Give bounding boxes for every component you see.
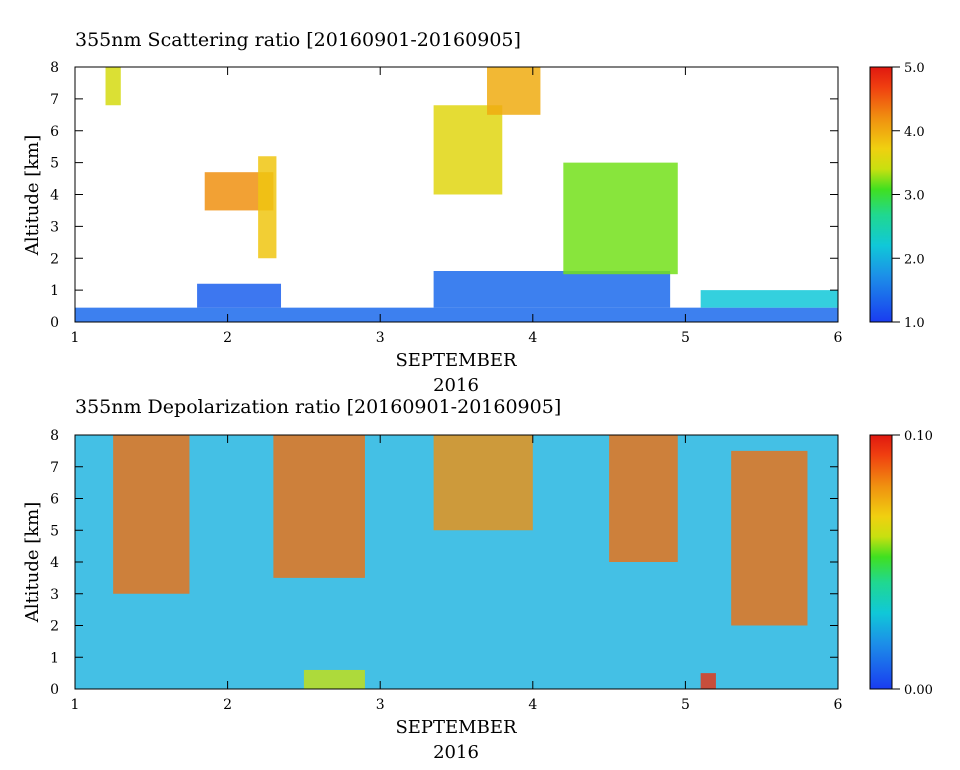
colorbar-tick-labels: 0.00 0.10 [892,429,933,698]
heatmap-region [433,105,503,195]
plot-area [75,435,838,689]
x-tick-label: 3 [376,697,385,713]
x-tick-label: 6 [834,330,843,346]
y-tick-label: 0 [50,682,59,698]
y-tick-label: 7 [50,460,59,476]
x-axis-label-year: 2016 [433,742,479,763]
x-tick-label: 4 [528,697,537,713]
colorbar [869,434,893,690]
y-tick-label: 5 [50,156,59,172]
colorbar-tick-label: 4.0 [904,125,925,140]
plot-area [75,67,838,322]
heatmap-region [731,450,808,626]
heatmap-region [609,435,678,562]
colorbar-tick-labels: 1.0 2.0 3.0 4.0 5.0 [892,61,925,331]
panel-depolarization-ratio: 355nm Depolarization ratio [20160901-201… [22,396,933,763]
heatmap-region [433,271,671,308]
colorbar-tick-label: 2.0 [904,252,925,267]
heatmap-region [700,673,716,689]
x-tick-label: 3 [376,330,385,346]
chart-title: 355nm Scattering ratio [20160901-2016090… [75,29,521,51]
x-tick-labels: 1 2 3 4 5 6 [71,435,843,713]
x-tick-label: 4 [528,330,537,346]
x-tick-label: 2 [223,697,232,713]
y-tick-label: 6 [50,124,59,140]
heatmap-region [303,669,365,689]
colorbar [869,66,893,323]
y-tick-label: 2 [50,251,59,267]
y-axis-label: Altitude [km] [22,135,43,257]
colorbar-tick-label: 0.10 [904,429,933,444]
heatmap-region [258,156,277,259]
chart-title: 355nm Depolarization ratio [20160901-201… [75,396,561,418]
colorbar-tick-label: 3.0 [904,189,925,204]
y-tick-label: 0 [50,315,59,331]
heatmap-region [105,67,121,106]
x-tick-label: 6 [834,697,843,713]
heatmap-region [273,435,365,578]
y-tick-label: 4 [50,555,59,571]
x-tick-label: 5 [681,330,690,346]
x-tick-label: 5 [681,697,690,713]
y-tick-label: 7 [50,92,59,108]
x-tick-label: 1 [71,330,80,346]
y-tick-label: 8 [50,60,59,76]
panel-scattering-ratio: 355nm Scattering ratio [20160901-2016090… [22,29,925,396]
y-tick-label: 8 [50,428,59,444]
x-axis-label: SEPTEMBER [395,717,517,738]
heatmap-region [700,290,838,308]
y-tick-label: 6 [50,492,59,508]
y-tick-label: 1 [50,283,59,299]
y-tick-label: 1 [50,650,59,666]
heatmap-region [433,435,533,531]
y-tick-label: 3 [50,219,59,235]
y-tick-label: 5 [50,523,59,539]
y-tick-label: 3 [50,587,59,603]
heatmap-region [75,307,838,322]
heatmap-region [563,162,678,275]
x-tick-labels: 1 2 3 4 5 6 [71,67,843,346]
x-axis-label: SEPTEMBER [395,350,517,371]
y-tick-label: 2 [50,619,59,635]
x-axis-label-year: 2016 [433,375,479,396]
heatmap-region [113,435,190,594]
y-tick-labels: 0 1 2 3 4 5 6 7 8 [50,60,838,331]
colorbar-tick-label: 5.0 [904,61,925,76]
y-tick-label: 4 [50,188,59,204]
colorbar-tick-label: 0.00 [904,683,933,698]
colorbar-tick-label: 1.0 [904,316,925,331]
x-tick-label: 2 [223,330,232,346]
y-tick-labels: 0 1 2 3 4 5 6 7 8 [50,428,838,698]
heatmap-region [487,67,541,115]
y-axis-label: Altitude [km] [22,502,43,624]
heatmap-region [197,283,282,308]
x-tick-label: 1 [71,697,80,713]
